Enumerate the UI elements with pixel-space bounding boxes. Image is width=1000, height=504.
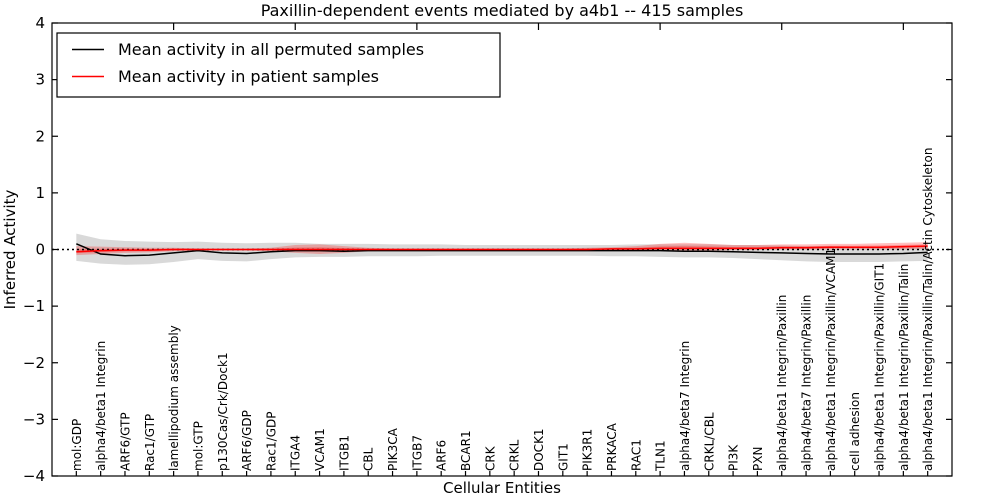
- patient-confidence-band: [76, 242, 928, 256]
- legend-box: [56, 32, 501, 98]
- x-tick-label: CRKL/CBL: [702, 412, 716, 471]
- x-tick-label: alpha4/beta7 Integrin: [678, 341, 692, 471]
- x-tick-label: alpha4/beta1 Integrin/Paxillin/Talin: [897, 264, 911, 471]
- x-tick-label: cell adhesion: [848, 392, 862, 471]
- x-tick-label: alpha4/beta1 Integrin/Paxillin/VCAM1: [824, 248, 838, 471]
- x-tick-label: ARF6/GDP: [240, 410, 254, 471]
- x-tick-label: ITGB7: [410, 435, 424, 471]
- x-tick-label: DOCK1: [532, 428, 546, 471]
- x-tick-label: alpha4/beta7 Integrin/Paxillin: [800, 295, 814, 471]
- x-tick-label: p130Cas/Crk/Dock1: [216, 352, 230, 471]
- x-tick-label: CRK: [483, 445, 497, 471]
- x-tick-label: alpha4/beta1 Integrin/Paxillin: [775, 295, 789, 471]
- x-tick-label: PIK3CA: [386, 427, 400, 471]
- y-tick-label: 3: [35, 71, 45, 89]
- x-tick-label: alpha4/beta1 Integrin/Paxillin/Talin/Act…: [921, 148, 935, 471]
- x-tick-label: alpha4/beta1 Integrin/Paxillin/GIT1: [873, 263, 887, 471]
- x-tick-label: mol:GTP: [191, 421, 205, 471]
- y-tick-label: −2: [23, 354, 45, 372]
- x-tick-label: lamellipodium assembly: [167, 325, 181, 471]
- y-tick-label: 1: [35, 184, 45, 202]
- x-tick-label: PXN: [751, 447, 765, 471]
- patient-confidence-band-core: [76, 244, 928, 254]
- x-tick-label: alpha4/beta1 Integrin: [94, 341, 108, 471]
- legend-label-patient: Mean activity in patient samples: [118, 67, 379, 86]
- x-tick-label: GIT1: [556, 443, 570, 471]
- x-tick-label: Rac1/GTP: [143, 414, 157, 471]
- y-axis-label: Inferred Activity: [1, 189, 19, 309]
- x-tick-label: ITGB1: [337, 435, 351, 471]
- y-tick-label: 4: [35, 14, 45, 32]
- y-tick-label: −1: [23, 297, 45, 315]
- patient-mean-line: [76, 245, 928, 253]
- x-tick-label: ITGA4: [289, 435, 303, 471]
- x-tick-label: ARF6/GTP: [118, 412, 132, 471]
- legend: Mean activity in all permuted samples Mea…: [56, 32, 501, 98]
- legend-label-permuted: Mean activity in all permuted samples: [118, 40, 424, 59]
- x-tick-label: BCAR1: [459, 430, 473, 471]
- x-tick-label: CRKL: [508, 439, 522, 471]
- y-tick-label: 0: [35, 241, 45, 259]
- x-axis-label: Cellular Entities: [443, 479, 561, 497]
- x-tick-label: CBL: [362, 447, 376, 471]
- y-tick-label: 2: [35, 127, 45, 145]
- x-tick-label: ARF6: [435, 440, 449, 471]
- x-tick-label: PIK3R1: [581, 429, 595, 471]
- x-tick-label: PRKACA: [605, 422, 619, 471]
- x-tick-label: mol:GDP: [70, 419, 84, 471]
- y-tick-label: −3: [23, 410, 45, 428]
- y-tick-label: −4: [23, 467, 45, 485]
- x-tick-label: TLN1: [654, 440, 668, 472]
- x-tick-label: PI3K: [727, 444, 741, 471]
- x-tick-label: Rac1/GDP: [264, 412, 278, 471]
- chart-title: Paxillin-dependent events mediated by a4…: [261, 1, 744, 20]
- x-tick-label: VCAM1: [313, 428, 327, 471]
- x-tick-label: RAC1: [629, 439, 643, 471]
- permuted-mean-line: [76, 243, 928, 257]
